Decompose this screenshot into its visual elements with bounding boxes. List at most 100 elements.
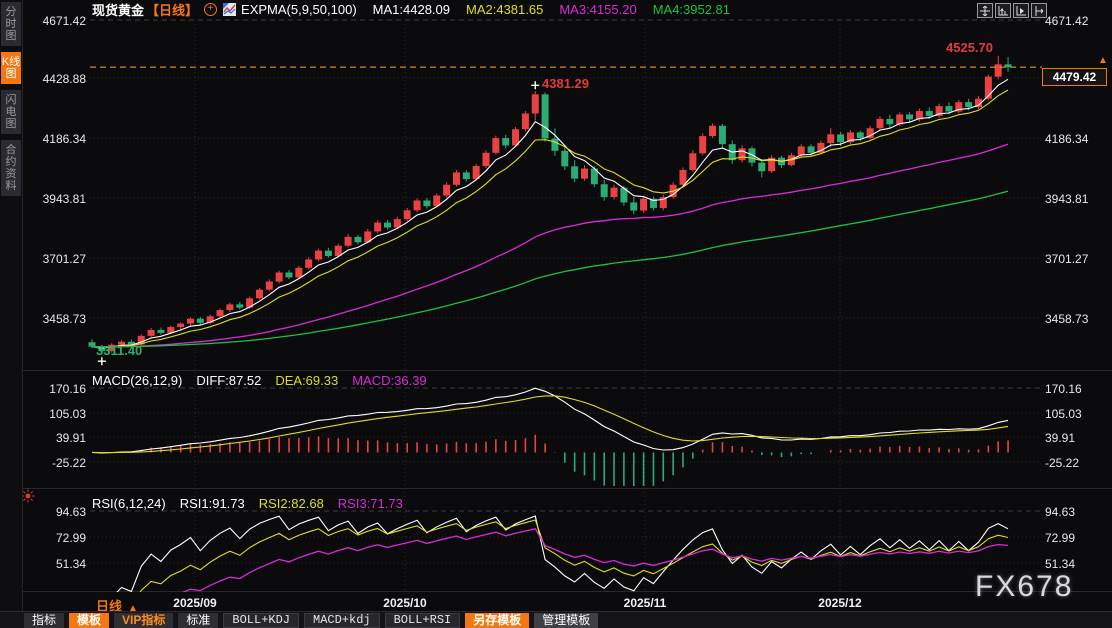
price-axis-tick-left: 4186.34 bbox=[42, 132, 86, 146]
rsi-axis-tick-left: 72.99 bbox=[55, 531, 86, 545]
candle-body bbox=[305, 259, 313, 268]
sidebar: 分时图 K线图闪电图合约资料 bbox=[0, 0, 23, 628]
crosshair-move-icon[interactable] bbox=[977, 3, 993, 18]
footer-buttons: 指标 模板 VIP指标 标准 BOLL+KDJ MACD+kdj BOLL+RSI 另存模板管… bbox=[24, 613, 599, 628]
macd-dea-line bbox=[91, 395, 1009, 454]
chart-icon[interactable] bbox=[223, 3, 237, 16]
price-up-arrow-icon: ▲ bbox=[1098, 55, 1108, 66]
candle-body bbox=[157, 329, 165, 333]
candle-body bbox=[502, 138, 510, 146]
candle-body bbox=[748, 148, 756, 163]
price-axis-tick-right: 3701.27 bbox=[1045, 252, 1089, 266]
candle-body bbox=[531, 94, 539, 114]
rsi-axis-tick-left: 51.34 bbox=[55, 557, 86, 571]
candle-body bbox=[846, 132, 854, 143]
candle-body bbox=[118, 341, 126, 345]
footer-button-2[interactable]: VIP指标 bbox=[114, 613, 174, 628]
candle-body bbox=[837, 134, 845, 143]
candle-body bbox=[561, 150, 569, 167]
candle-body bbox=[334, 245, 342, 257]
expma100-line bbox=[91, 190, 1009, 348]
price-axis-tick-right: 3943.81 bbox=[1045, 192, 1089, 206]
candle-body bbox=[738, 148, 746, 161]
macd-macd-value: MACD:36.39 bbox=[352, 373, 427, 388]
axis-shift-right-icon[interactable] bbox=[1031, 3, 1047, 18]
period-dropdown-arrow-icon: ▲ bbox=[128, 603, 138, 614]
candle-body bbox=[295, 267, 303, 278]
footer-button-8[interactable]: 管理模板 bbox=[534, 613, 599, 628]
candle-body bbox=[354, 236, 362, 243]
candle-body bbox=[137, 335, 145, 345]
ma2-value: MA2:4381.65 bbox=[466, 2, 544, 17]
candle-body bbox=[216, 310, 224, 317]
candle-body bbox=[98, 346, 106, 352]
price-axis-tick-right: 3458.73 bbox=[1045, 312, 1089, 326]
footer-button-4[interactable]: BOLL+KDJ bbox=[223, 613, 299, 628]
candle-body bbox=[285, 272, 293, 278]
chart-header: 现货黄金 【日线】 + EXPMA(5,9,50,100) MA1:4428.0… bbox=[92, 2, 731, 18]
footer-button-5[interactable]: MACD+kdj bbox=[304, 613, 380, 628]
footer-button-3[interactable]: 标准 bbox=[178, 613, 219, 628]
candle-body bbox=[955, 102, 963, 112]
candle-body bbox=[108, 344, 116, 352]
candle-body bbox=[147, 329, 155, 336]
candle-body bbox=[758, 162, 766, 172]
axis-zoom-up-icon[interactable] bbox=[995, 3, 1011, 18]
candle-body bbox=[315, 250, 323, 260]
candle-body bbox=[984, 76, 992, 99]
candle-body bbox=[443, 184, 451, 196]
footer-button-1[interactable]: 模板 bbox=[69, 613, 110, 628]
candle-body bbox=[413, 200, 421, 211]
alert-icon-ray bbox=[23, 498, 26, 501]
candle-body bbox=[88, 342, 96, 347]
candle-body bbox=[1004, 64, 1012, 68]
alert-icon-ray bbox=[30, 498, 33, 501]
candle-body bbox=[827, 134, 835, 143]
sidebar-tab-3[interactable]: 合约资料 bbox=[1, 140, 21, 196]
candle-body bbox=[324, 250, 332, 257]
footer-button-6[interactable]: BOLL+RSI bbox=[384, 613, 461, 628]
candle-body bbox=[906, 114, 914, 120]
macd-axis-tick-right: 39.91 bbox=[1045, 431, 1076, 445]
date-tick: 2025/10 bbox=[383, 596, 427, 610]
axis-play-icon[interactable] bbox=[1013, 3, 1029, 18]
candle-body bbox=[699, 136, 707, 154]
ma4-value: MA4:3952.81 bbox=[652, 2, 731, 17]
candle-body bbox=[649, 198, 657, 209]
candle-body bbox=[177, 323, 185, 328]
candle-body bbox=[620, 187, 628, 203]
price-axis-tick-left: 4671.42 bbox=[42, 14, 86, 28]
expma5-line bbox=[91, 78, 1009, 349]
sidebar-tab-1[interactable]: K线图 bbox=[1, 52, 21, 84]
candle-body bbox=[433, 195, 441, 207]
footer-button-0[interactable]: 指标 bbox=[24, 613, 65, 628]
macd-indicator-name: MACD(26,12,9) bbox=[92, 373, 183, 388]
watermark: FX678 bbox=[975, 570, 1074, 603]
macd-axis-tick-left: 105.03 bbox=[49, 407, 86, 421]
candle-body bbox=[709, 125, 717, 137]
candle-body bbox=[472, 166, 480, 180]
footer-button-7[interactable]: 另存模板 bbox=[465, 613, 530, 628]
candle-body bbox=[255, 289, 263, 299]
candle-body bbox=[196, 318, 204, 323]
candle-body bbox=[817, 142, 825, 153]
candle-body bbox=[541, 94, 549, 139]
rsi24-line bbox=[181, 527, 1009, 592]
rsi-header: RSI(6,12,24) RSI1:91.73 RSI2:82.68 RSI3:… bbox=[92, 496, 403, 511]
sidebar-tab-0[interactable]: 分时图 bbox=[1, 2, 21, 46]
macd-axis-tick-left: -25.22 bbox=[51, 456, 86, 470]
chart-toolbar bbox=[977, 3, 1047, 18]
sidebar-tab-2[interactable]: 闪电图 bbox=[1, 90, 21, 134]
candle-body bbox=[226, 304, 234, 311]
symbol-name: 现货黄金 bbox=[92, 3, 145, 18]
candle-body bbox=[896, 114, 904, 125]
add-indicator-icon[interactable]: + bbox=[204, 3, 218, 16]
candle-body bbox=[590, 168, 598, 185]
candle-body bbox=[167, 327, 175, 333]
price-axis-tick-left: 3701.27 bbox=[42, 252, 86, 266]
period-selector[interactable]: 日线 ▲ bbox=[96, 596, 138, 615]
macd-diff-line bbox=[91, 387, 1009, 454]
rsi-axis-tick-right: 72.99 bbox=[1045, 531, 1076, 545]
candle-body bbox=[679, 170, 687, 185]
